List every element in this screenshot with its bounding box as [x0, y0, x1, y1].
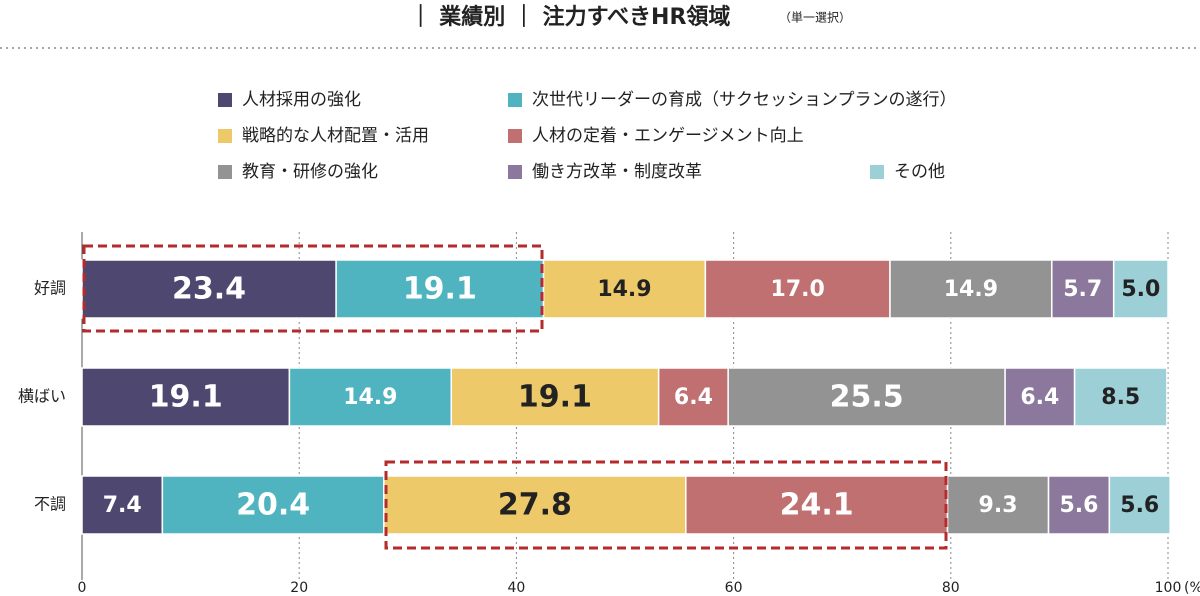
data-label: 8.5 — [1101, 385, 1140, 410]
data-label: 25.5 — [830, 380, 904, 415]
data-label: 20.4 — [236, 488, 310, 523]
legend-swatch — [218, 93, 232, 107]
legend-swatch — [508, 129, 522, 143]
data-label: 5.0 — [1121, 277, 1160, 302]
bar-segment — [1112, 259, 1169, 319]
plot: 人材採用の強化 次世代リーダーの育成（サクセッションプランの遂行） 戦略的な人材配置… — [18, 90, 1200, 596]
data-label: 5.6 — [1059, 493, 1098, 518]
bar-segment — [657, 367, 729, 427]
bar-segment — [946, 475, 1050, 535]
data-label: 5.7 — [1063, 277, 1102, 302]
data-label: 7.4 — [103, 493, 142, 518]
highlight-box — [384, 460, 948, 550]
highlight-box — [82, 244, 544, 333]
y-tick-label: 好調 — [34, 279, 66, 298]
legend-label: 教育・研修の強化 — [242, 162, 378, 182]
x-tick-label: 0 — [78, 580, 87, 596]
bar-segment — [81, 475, 164, 535]
x-tick-label: 80 — [942, 580, 960, 596]
bar-segment — [889, 259, 1053, 319]
data-label: 19.1 — [403, 272, 477, 307]
bar-segment — [288, 367, 452, 427]
data-label: 9.3 — [979, 493, 1018, 518]
bar-segment — [161, 475, 385, 535]
data-label: 14.9 — [343, 385, 397, 410]
x-tick-label: 40 — [507, 580, 525, 596]
x-axis-unit: (%) — [1184, 580, 1200, 596]
data-label: 17.0 — [771, 277, 825, 302]
bar-segment — [1108, 475, 1171, 535]
legend-label: 戦略的な人材配置・活用 — [242, 126, 429, 146]
data-label: 5.6 — [1120, 493, 1159, 518]
bar-segment — [383, 475, 687, 535]
data-label: 6.4 — [674, 385, 713, 410]
data-label: 19.1 — [149, 380, 223, 415]
y-tick-label: 不調 — [34, 495, 66, 514]
bar-segment — [685, 475, 949, 535]
data-label: 6.4 — [1020, 385, 1059, 410]
bar-segment — [1051, 259, 1115, 319]
x-tick-label: 60 — [725, 580, 743, 596]
data-label: 14.9 — [944, 277, 998, 302]
legend-label: 次世代リーダーの育成（サクセッションプランの遂行） — [532, 90, 957, 110]
legend-label: 働き方改革・制度改革 — [532, 162, 702, 182]
x-tick-label: 100 — [1155, 580, 1182, 596]
bar-segment — [1073, 367, 1168, 427]
bar-segment — [1047, 475, 1111, 535]
legend-swatch — [508, 93, 522, 107]
data-label: 27.8 — [498, 488, 572, 523]
bar-segment — [81, 259, 337, 319]
bar-segment — [542, 259, 707, 319]
y-tick-label: 横ばい — [18, 387, 66, 406]
chart-subtitle: （単一選択） — [779, 11, 851, 25]
data-label: 23.4 — [172, 272, 246, 307]
legend-label: その他 — [894, 162, 945, 182]
chart-title: ｜ 業績別 ｜ 注力すべきHR領域 — [410, 4, 731, 30]
legend-label: 人材採用の強化 — [242, 90, 361, 110]
legend-swatch — [870, 165, 884, 179]
data-label: 24.1 — [780, 488, 854, 523]
bar-segment — [704, 259, 891, 319]
legend-swatch — [508, 165, 522, 179]
bar-segment — [727, 367, 1006, 427]
x-tick-label: 20 — [290, 580, 308, 596]
legend-swatch — [218, 165, 232, 179]
data-label: 19.1 — [518, 380, 592, 415]
data-label: 14.9 — [597, 277, 651, 302]
bar-segment — [1004, 367, 1076, 427]
legend-swatch — [218, 129, 232, 143]
bar-segment — [81, 367, 291, 427]
legend-label: 人材の定着・エンゲージメント向上 — [532, 126, 804, 146]
